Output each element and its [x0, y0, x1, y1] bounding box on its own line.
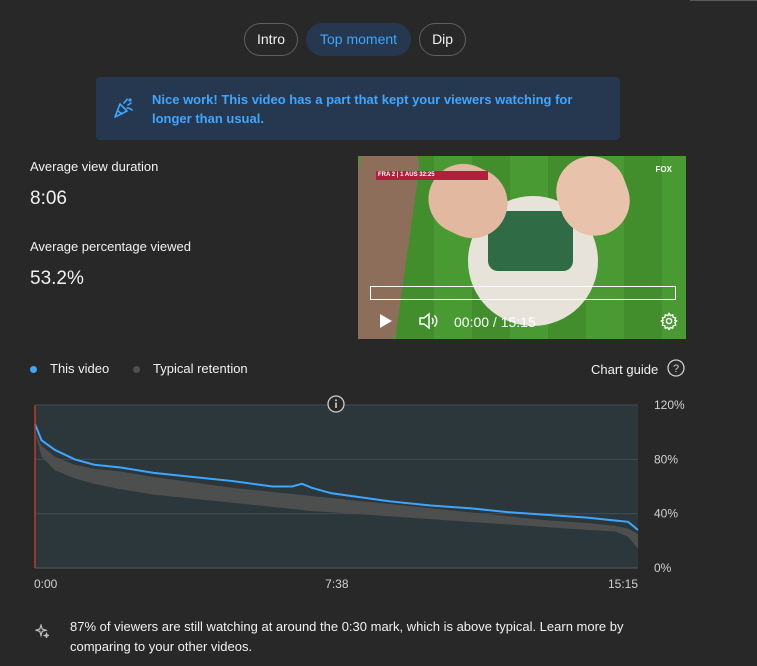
top-moment-banner: Nice work! This video has a part that ke… [96, 77, 620, 140]
legend-typical-retention: Typical retention [153, 361, 248, 376]
y-tick-label: 40% [654, 507, 678, 521]
banner-text: Nice work! This video has a part that ke… [152, 92, 573, 126]
settings-gear-icon[interactable] [660, 312, 678, 335]
avg-view-duration-label: Average view duration [30, 159, 159, 174]
video-scrubber[interactable] [370, 286, 676, 300]
avg-percentage-label: Average percentage viewed [30, 239, 191, 254]
sparkle-icon [34, 622, 51, 643]
x-tick-label: 7:38 [325, 577, 349, 591]
this-video-legend-dot [30, 366, 37, 373]
legend-this-video: This video [50, 361, 110, 376]
volume-icon[interactable] [418, 312, 438, 335]
y-tick-label: 80% [654, 452, 678, 466]
svg-text:?: ? [673, 363, 679, 375]
tab-intro[interactable]: Intro [244, 23, 299, 56]
tab-dip[interactable]: Dip [419, 23, 467, 56]
typical-retention-band [35, 432, 638, 549]
tab-top-moment[interactable]: Top moment [306, 23, 412, 56]
help-icon[interactable]: ? [667, 359, 685, 382]
this-video-line [34, 423, 639, 531]
moment-tabs: Intro Top moment Dip [244, 23, 467, 56]
retention-insight-text: 87% of viewers are still watching at aro… [70, 619, 624, 654]
play-icon[interactable] [379, 313, 393, 334]
avg-percentage-value: 53.2% [30, 268, 84, 289]
retention-chart: 120% 80% 40% 0% 0:00 7:38 15:15 [34, 398, 685, 591]
broadcaster-logo: FOX [655, 165, 672, 174]
avg-view-duration-value: 8:06 [30, 188, 67, 209]
party-popper-icon [112, 97, 134, 124]
y-tick-label: 120% [654, 398, 685, 412]
x-tick-label: 15:15 [608, 577, 638, 591]
y-tick-label: 0% [654, 561, 672, 575]
video-player[interactable]: FRA 2 | 1 AUS 32:25 FOX 00:00 / 15:15 [358, 156, 686, 339]
window-edge [690, 0, 757, 1]
x-tick-label: 0:00 [34, 577, 58, 591]
typical-legend-dot [133, 366, 140, 373]
video-time-display: 00:00 / 15:15 [454, 314, 536, 330]
chart-guide-link[interactable]: Chart guide [591, 362, 659, 377]
score-overlay: FRA 2 | 1 AUS 32:25 [376, 171, 488, 180]
info-icon[interactable] [327, 395, 345, 418]
